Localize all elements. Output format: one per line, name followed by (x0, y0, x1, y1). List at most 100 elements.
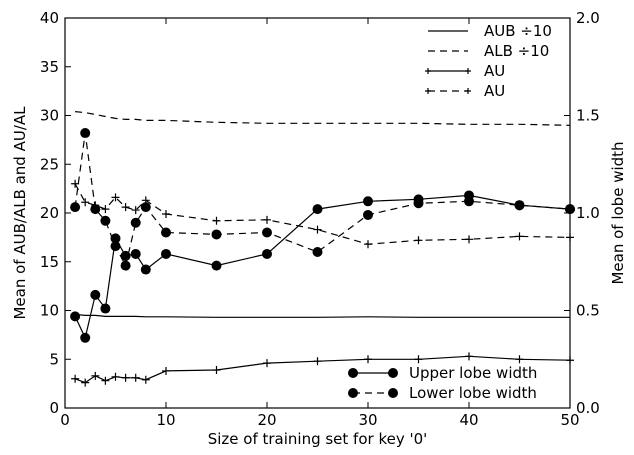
y-right-tick-label: 0.0 (576, 399, 600, 417)
y-tick-label: 40 (40, 9, 59, 27)
y-right-tick-label: 1.0 (576, 204, 600, 222)
y-tick-label: 0 (49, 399, 59, 417)
legend-marker-circle (348, 388, 358, 398)
legend-label: Upper lobe width (409, 364, 537, 382)
data-point-circle (110, 241, 121, 252)
legend-marker-circle (348, 368, 358, 378)
data-point-plus (81, 378, 90, 387)
data-point-circle (120, 260, 131, 271)
data-point-circle (70, 202, 81, 213)
data-point-plus (101, 376, 110, 385)
data-point-circle (312, 247, 323, 257)
data-point-circle (363, 196, 373, 207)
y-tick-label: 20 (40, 204, 59, 222)
series-3-dashed-plus (71, 179, 574, 249)
data-point-circle (413, 198, 424, 209)
data-point-plus (131, 373, 140, 382)
data-point-circle (312, 204, 323, 215)
y-right-tick-label: 0.5 (576, 302, 600, 320)
series-line (74, 133, 571, 268)
y-axis-label: Mean of AUB/ALB and AU/AL (11, 106, 29, 320)
data-point-plus (71, 374, 80, 383)
legend-label: Lower lobe width (409, 384, 537, 402)
data-point-circle (130, 248, 141, 259)
data-point-plus (212, 365, 221, 374)
data-point-plus (162, 209, 170, 218)
data-point-plus (465, 235, 473, 244)
series-line (75, 313, 570, 318)
legend-marker-plus (425, 88, 471, 94)
data-point-plus (101, 205, 110, 214)
data-point-circle (90, 289, 101, 300)
data-point-plus (121, 373, 130, 382)
tick-layer: 0 10 20 30 40 50 0 5 10 15 20 25 30 35 40 0.0 0.5 1.0 1.5 2… (40, 9, 600, 429)
y-tick-label: 5 (49, 350, 59, 368)
y-tick-label: 10 (40, 302, 59, 320)
data-point-plus (121, 203, 130, 212)
series-line (74, 183, 571, 245)
x-tick-label: 10 (156, 411, 175, 429)
data-point-plus (313, 225, 322, 234)
data-point-plus (141, 375, 150, 384)
data-point-circle (262, 248, 272, 259)
series-line (75, 111, 571, 126)
x-axis-label: Size of training set for key '0' (208, 430, 428, 448)
data-point-plus (263, 215, 271, 224)
data-point-circle (90, 204, 101, 215)
y-tick-label: 25 (40, 155, 59, 173)
data-point-circle (80, 128, 91, 139)
data-point-circle (140, 202, 151, 213)
y-tick-label: 30 (40, 107, 59, 125)
data-point-plus (364, 240, 372, 249)
data-point-circle (100, 303, 111, 314)
legend-bottom: Upper lobe width Lower lobe width (348, 364, 537, 402)
data-point-plus (81, 198, 90, 207)
y-tick-label: 35 (40, 58, 59, 76)
data-point-circle (363, 209, 373, 220)
x-tick-label: 50 (560, 411, 579, 429)
legend-marker-plus (425, 68, 471, 74)
data-point-circle (161, 248, 171, 259)
data-point-plus (111, 193, 120, 202)
data-point-circle (161, 227, 171, 238)
data-point-plus (131, 206, 140, 215)
series-5-dashed-circle (70, 128, 575, 271)
data-point-circle (80, 332, 91, 343)
series-2-solid-plus (71, 352, 574, 387)
data-point-circle (211, 260, 222, 271)
series-layer (70, 111, 575, 387)
data-point-plus (71, 179, 80, 188)
data-point-plus (364, 355, 372, 364)
data-point-plus (515, 355, 524, 364)
series-0-solid (75, 313, 570, 318)
data-point-plus (111, 372, 120, 381)
legend-label: AU (484, 62, 505, 80)
data-point-plus (162, 366, 170, 375)
x-tick-label: 0 (60, 411, 70, 429)
data-point-plus (465, 352, 473, 361)
data-point-plus (414, 355, 423, 364)
data-point-circle (70, 311, 81, 322)
data-point-circle (464, 196, 474, 207)
data-point-plus (515, 232, 524, 241)
y-tick-label: 15 (40, 253, 59, 271)
data-point-circle (211, 229, 222, 240)
legend-top: AUB ÷10 ALB ÷10 AU AU (425, 22, 552, 100)
y-right-tick-label: 1.5 (576, 107, 600, 125)
x-tick-label: 20 (257, 411, 276, 429)
series-4-solid-circle (70, 190, 575, 343)
legend-label: ALB ÷10 (484, 42, 549, 60)
x-tick-label: 40 (459, 411, 478, 429)
legend-label: AUB ÷10 (484, 22, 552, 40)
data-point-plus (91, 371, 100, 380)
data-point-circle (130, 217, 141, 228)
data-point-plus (313, 357, 322, 366)
legend-label: AU (484, 82, 505, 100)
data-point-plus (414, 236, 423, 245)
series-1-dashed (75, 111, 571, 126)
data-point-circle (110, 233, 121, 244)
x-tick-label: 30 (358, 411, 377, 429)
y-axis-right-label: Mean of lobe width (609, 141, 627, 284)
data-point-plus (263, 359, 271, 368)
